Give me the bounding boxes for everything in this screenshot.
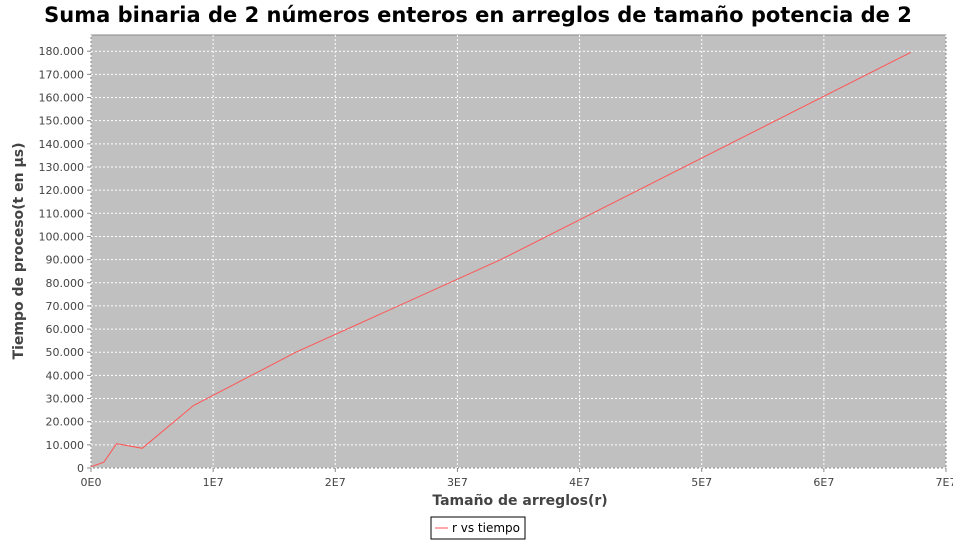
y-tick-label: 10.000 <box>46 439 85 452</box>
x-tick-label: 7E7 <box>936 476 953 489</box>
y-tick-label: 100.000 <box>39 230 85 243</box>
x-tick-label: 4E7 <box>569 476 590 489</box>
x-tick-label: 1E7 <box>203 476 224 489</box>
x-tick-label: 5E7 <box>691 476 712 489</box>
y-tick-label: 130.000 <box>39 161 85 174</box>
legend-label-r-vs-tiempo: r vs tiempo <box>452 521 520 535</box>
x-tick-label: 2E7 <box>325 476 346 489</box>
x-axis: 0E0 1E7 2E7 3E7 4E7 5E7 6E7 7E7 <box>81 468 953 489</box>
y-tick-label: 140.000 <box>39 138 85 151</box>
y-tick-label: 50.000 <box>46 346 85 359</box>
y-tick-label: 70.000 <box>46 300 85 313</box>
chart-title: Suma binaria de 2 números enteros en arr… <box>44 3 912 27</box>
y-tick-label: 80.000 <box>46 277 85 290</box>
x-tick-label: 3E7 <box>447 476 468 489</box>
y-tick-label: 150.000 <box>39 115 85 128</box>
grid-lines <box>90 35 947 469</box>
y-tick-label: 160.000 <box>39 92 85 105</box>
y-axis: 0 10.000 20.000 30.000 40.000 50.000 60.000 70.… <box>39 45 91 475</box>
x-axis-label: Tamaño de arreglos(r) <box>432 493 607 509</box>
legend-box <box>430 516 526 540</box>
y-tick-label: 170.000 <box>39 68 85 81</box>
y-tick-label: 0 <box>77 462 84 475</box>
legend: r vs tiempo <box>430 516 526 540</box>
series-line-0 <box>90 51 911 468</box>
y-tick-label: 30.000 <box>46 393 85 406</box>
x-tick-label: 0E0 <box>81 476 102 489</box>
y-axis-label: Tiempo de proceso(t en µs) <box>11 143 27 360</box>
y-tick-label: 60.000 <box>46 323 85 336</box>
x-tick-label: 6E7 <box>813 476 834 489</box>
plot-area <box>90 34 947 469</box>
y-tick-label: 20.000 <box>46 416 85 429</box>
y-tick-label: 180.000 <box>39 45 85 58</box>
y-tick-label: 40.000 <box>46 369 85 382</box>
series-layer <box>90 51 911 468</box>
y-tick-label: 120.000 <box>39 184 85 197</box>
y-tick-label: 90.000 <box>46 254 85 267</box>
y-tick-label: 110.000 <box>39 207 85 220</box>
